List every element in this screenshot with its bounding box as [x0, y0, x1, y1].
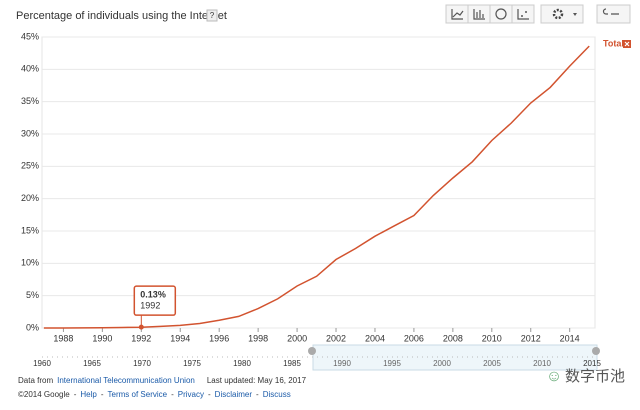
y-tick-label: 10%: [21, 258, 39, 268]
watermark-icon: ☺: [546, 368, 562, 385]
timeline-label: 2010: [533, 359, 551, 368]
timeline-label: 1960: [33, 359, 51, 368]
x-tick-label: 1994: [170, 333, 190, 343]
y-tick-label: 35%: [21, 96, 39, 106]
footer-link[interactable]: Terms of Service: [108, 390, 168, 399]
footer-separator: -: [256, 390, 259, 399]
timeline-label: 1995: [383, 359, 401, 368]
timeline-label: 1990: [333, 359, 351, 368]
y-tick-label: 45%: [21, 31, 39, 41]
timeline-label: 1970: [133, 359, 151, 368]
timeline-selection[interactable]: [312, 344, 598, 371]
callout-box: [133, 285, 177, 316]
chart-title: Percentage of individuals using the Inte…: [16, 10, 227, 22]
x-tick-label: 1998: [248, 333, 268, 343]
icon: [521, 15, 523, 17]
timeline-label: 1985: [283, 359, 301, 368]
footer-separator: -: [101, 390, 104, 399]
x-tick-label: 1996: [209, 333, 229, 343]
x-tick-label: 2002: [326, 333, 346, 343]
timeline-label: 2015: [583, 359, 601, 368]
icon: [573, 13, 577, 16]
timeline-label: 2000: [433, 359, 451, 368]
timeline-label: 1980: [233, 359, 251, 368]
footer-link[interactable]: Help: [80, 390, 97, 399]
icon: [473, 9, 485, 20]
y-tick-label: 0%: [26, 322, 39, 332]
line-chart-button[interactable]: [445, 4, 469, 24]
callout-point: [138, 324, 144, 330]
footer-link[interactable]: International Telecommunication Union: [57, 376, 195, 385]
timeline-handle[interactable]: [308, 347, 316, 355]
timeline-label: 2005: [483, 359, 501, 368]
footer-separator: -: [171, 390, 174, 399]
callout-x: 1992: [140, 301, 160, 311]
footer-separator: -: [208, 390, 211, 399]
footer-text: ©2014 Google: [18, 390, 70, 399]
x-tick-label: 1990: [92, 333, 112, 343]
x-tick-label: 2000: [287, 333, 307, 343]
map-button[interactable]: [489, 4, 513, 24]
icon: [517, 9, 529, 20]
footer-link[interactable]: Discuss: [263, 390, 291, 399]
icon: [525, 11, 527, 13]
y-tick-label: 40%: [21, 64, 39, 74]
y-tick-label: 30%: [21, 128, 39, 138]
plot-area: [41, 36, 596, 329]
x-tick-label: 2008: [443, 333, 463, 343]
y-tick-label: 15%: [21, 225, 39, 235]
icon: [495, 8, 507, 20]
y-tick-label: 20%: [21, 193, 39, 203]
x-tick-label: 2012: [521, 333, 541, 343]
icon: [552, 8, 564, 20]
y-tick-label: 5%: [26, 290, 39, 300]
icon: [451, 9, 464, 20]
toolbar: [445, 4, 631, 24]
help-button[interactable]: [206, 9, 218, 22]
scatter-button[interactable]: [511, 4, 535, 24]
x-tick-label: 2004: [365, 333, 385, 343]
x-tick-label: 2014: [560, 333, 580, 343]
watermark: 数字币池: [565, 368, 625, 385]
timeline-label: 1975: [183, 359, 201, 368]
footer-separator: -: [74, 390, 77, 399]
footer-text: Last updated: May 16, 2017: [207, 376, 307, 385]
legend-label[interactable]: Total: [603, 38, 624, 48]
icon: [602, 8, 619, 15]
timeline-handle[interactable]: [592, 347, 600, 355]
y-tick-label: 25%: [21, 161, 39, 171]
x-tick-label: 2006: [404, 333, 424, 343]
help-text: ?: [210, 11, 215, 20]
x-tick-label: 1992: [131, 333, 151, 343]
callout-value: 0.13%: [140, 290, 166, 300]
footer-link[interactable]: Disclaimer: [215, 390, 253, 399]
footer-link[interactable]: Privacy: [178, 390, 204, 399]
x-tick-label: 2010: [482, 333, 502, 343]
bar-chart-button[interactable]: [467, 4, 491, 24]
footer-text: Data from: [18, 376, 53, 385]
line: [43, 45, 590, 329]
icon: [624, 41, 630, 47]
x-tick-label: 1988: [53, 333, 73, 343]
timeline-label: 1965: [83, 359, 101, 368]
